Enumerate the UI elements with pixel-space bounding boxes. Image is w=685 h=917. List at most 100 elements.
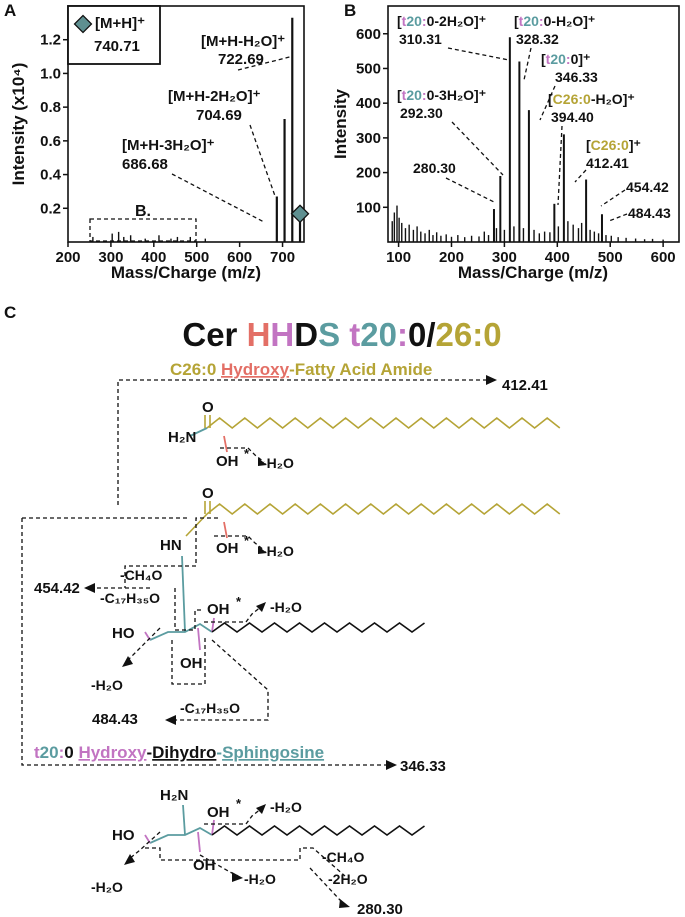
- chart-a-peaks: [237, 17, 310, 242]
- annotation-346-formula: [t20:0]⁺: [541, 51, 590, 67]
- base-loss-h2o-2: -H₂O: [91, 879, 123, 895]
- chart-a-ytick-label: 0.2: [40, 200, 61, 217]
- annotation-686-value: 686.68: [122, 156, 168, 173]
- chart-b: 100 200 300 400 500 600 100 200 300 400 500 600 Mas…: [331, 5, 680, 282]
- annotation-686-formula: [M+H-3H₂O]⁺: [122, 137, 215, 154]
- star-2: *: [244, 533, 250, 548]
- chart-a-annotation-686: [M+H-3H₂O]⁺ 686.68: [122, 137, 265, 223]
- mz-454: 454.42: [34, 580, 80, 597]
- annotation-722-leader: [237, 55, 292, 71]
- annotation-484-leader: [608, 213, 628, 222]
- annotation-346-value: 346.33: [555, 69, 598, 85]
- annotation-394-value: 394.40: [551, 109, 594, 125]
- chart-a-annotation-704: [M+H-2H₂O]⁺ 704.69: [168, 88, 276, 197]
- chart-a-frame: [67, 5, 305, 243]
- arrow-head-icon: [256, 804, 266, 814]
- molecule-sphingoid-base: H₂N HO OH OH * -H₂O -H₂O -H₂O -CH₄O -2H₂…: [91, 787, 425, 917]
- chart-a-xtick-label: 400: [141, 249, 166, 266]
- fatty-acid-label: C26:0 Hydroxy-Fatty Acid Amide: [170, 360, 432, 379]
- panel-label-a: A: [4, 1, 16, 20]
- carbonyl-o-label-2: O: [202, 485, 214, 502]
- chart-a-legend-label: [M+H]⁺: [95, 15, 145, 32]
- legend-diamond-icon: [73, 14, 93, 34]
- star-4: *: [236, 796, 242, 811]
- alpha-oh-label-1: OH: [216, 453, 239, 470]
- annotation-292-formula: [t20:0-3H₂O]⁺: [397, 87, 486, 103]
- chart-a-xtick-label: 300: [98, 249, 123, 266]
- arrow-head-icon: [339, 899, 350, 908]
- chart-a-ticks: 200 300 400 500 600 700 0.2 0.4 0.6 0.8 1.0 1.2: [40, 32, 295, 266]
- annotation-412-value: 412.41: [586, 155, 629, 171]
- loss-ch4o-1: -CH₄O: [120, 567, 163, 583]
- chart-b-ytick-label: 400: [356, 95, 381, 112]
- chart-a: 200 300 400 500 600 700 0.2 0.4 0.6 0.8 1.0 1.2 Mas…: [9, 5, 310, 282]
- chart-b-ytick-label: 500: [356, 60, 381, 77]
- annotation-686-leader: [171, 173, 265, 223]
- annotation-310-formula: [t20:0-2H₂O]⁺: [397, 13, 486, 29]
- chart-a-annotation-722: [M+H-H₂O]⁺ 722.69: [201, 33, 285, 68]
- annotation-310-value: 310.31: [399, 31, 442, 47]
- annotation-722-formula: [M+H-H₂O]⁺: [201, 33, 285, 50]
- annotation-280-leader: [445, 177, 497, 204]
- molecule-ceramide: O HN OH * -H₂O HO OH OH * 346.33 -CH₄O -…: [21, 485, 561, 775]
- annotation-704-value: 704.69: [196, 107, 242, 124]
- panel-label-c: C: [4, 303, 16, 322]
- chart-a-xtick-label: 600: [227, 249, 252, 266]
- annotation-280-value: 280.30: [413, 160, 456, 176]
- base-loss-h2o-1: -H₂O: [270, 799, 302, 815]
- annotation-454-leader: [600, 189, 626, 207]
- annotation-292-value: 292.30: [400, 105, 443, 121]
- base-loss-h2o-3: -H₂O: [244, 871, 276, 887]
- chart-b-xtick-label: 100: [386, 249, 411, 266]
- sphingoid-mz: 346.33: [400, 758, 446, 775]
- chart-b-ytick-label: 600: [356, 26, 381, 43]
- arrow-head-icon: [232, 872, 243, 882]
- arrow-head-icon: [256, 602, 266, 612]
- annotation-328-leader: [523, 47, 532, 81]
- star-3: *: [236, 594, 242, 609]
- chart-a-inset-box: [89, 218, 197, 242]
- annotation-722-value: 722.69: [218, 51, 264, 68]
- annotation-310-leader: [447, 47, 510, 61]
- star-1: *: [244, 446, 250, 461]
- chart-a-ytick-label: 0.6: [40, 133, 61, 150]
- chart-b-xtick-label: 400: [545, 249, 570, 266]
- loss-h2o-2: -H₂O: [262, 543, 294, 559]
- chart-b-xlabel: Mass/Charge (m/z): [458, 263, 608, 282]
- chart-a-ytick-label: 0.4: [40, 167, 62, 184]
- arrow-head-icon: [165, 715, 176, 725]
- arrow-head-icon: [258, 546, 267, 554]
- annotation-484-value: 484.43: [628, 205, 671, 221]
- annotation-394-leader: [557, 125, 563, 206]
- lipid-title: Cer HHDS t20:0/26:0: [182, 316, 501, 353]
- annotation-292-leader: [451, 121, 504, 176]
- chart-a-xtick-label: 700: [270, 249, 295, 266]
- arrow-head-icon: [258, 458, 267, 466]
- chart-b-ylabel: Intensity: [331, 89, 350, 159]
- annotation-394-formula: [C26:0-H₂O]⁺: [548, 91, 635, 107]
- annotation-704-leader: [249, 124, 276, 197]
- chart-b-xtick-label: 500: [598, 249, 623, 266]
- c3-oh-label: OH: [180, 655, 203, 672]
- loss-h2o-4: -H₂O: [270, 599, 302, 615]
- chart-b-ytick-label: 100: [356, 199, 381, 216]
- loss-h2o-1: -H₂O: [262, 455, 294, 471]
- base-c4-oh-label: OH: [207, 804, 230, 821]
- carbonyl-o-label: O: [202, 399, 214, 416]
- annotation-328-value: 328.32: [516, 31, 559, 47]
- amide-h2n-label: H₂N: [168, 429, 196, 446]
- molecule-fatty-amide: O H₂N OH * -H₂O: [168, 399, 561, 471]
- annotation-412-formula: [C26:0]⁺: [586, 137, 641, 153]
- annotation-704-formula: [M+H-2H₂O]⁺: [168, 88, 261, 105]
- arrow-head-icon: [386, 760, 397, 770]
- fatty-acid-mz: 412.41: [502, 377, 548, 394]
- amide-hn-label: HN: [160, 537, 182, 554]
- arrow-head-icon: [84, 583, 95, 593]
- precursor-diamond-icon: [290, 204, 310, 224]
- primary-ho-label: HO: [112, 625, 135, 642]
- panel-label-b: B: [344, 1, 356, 20]
- chart-a-inset-label: B.: [135, 203, 151, 220]
- c4-oh-label: OH: [207, 601, 230, 618]
- annotation-328-formula: [t20:0-H₂O]⁺: [514, 13, 595, 29]
